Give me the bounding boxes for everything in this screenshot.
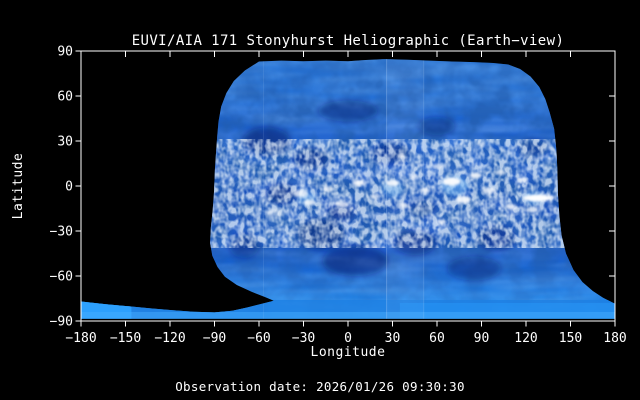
y-tick-label: 90 <box>57 45 73 60</box>
active-region-bright-spot <box>456 195 472 204</box>
active-region-bright-spot <box>469 172 482 179</box>
instrument-seams <box>263 59 425 319</box>
observation-date-caption: Observation date: 2026/01/26 09:30:30 <box>175 379 465 394</box>
active-region-bright-spot <box>303 199 316 206</box>
active-region-bright-spot <box>442 177 461 186</box>
y-tick-label: −90 <box>50 315 73 330</box>
x-tick-label: −180 <box>65 331 96 346</box>
x-tick-label: 0 <box>344 331 352 346</box>
x-tick-label: 180 <box>603 331 626 346</box>
active-region-bright-spot <box>517 177 529 183</box>
plot-axes: −180 −150 −120 −90 −60 −30 0 30 60 90 120 150 180 90 6… <box>50 45 627 347</box>
y-tick-label: 60 <box>57 90 73 105</box>
active-region-bright-spot <box>352 180 365 186</box>
y-tick-label: −30 <box>50 225 73 240</box>
active-region-bright-spots <box>266 141 553 234</box>
active-region-bright-spot <box>505 204 518 210</box>
x-axis-label: Longitude <box>311 345 386 360</box>
x-tick-label: 60 <box>429 331 445 346</box>
x-tick-label: 30 <box>385 331 401 346</box>
active-region-bright-spot <box>482 187 496 194</box>
active-region-bright-spot <box>392 228 402 234</box>
active-region-bright-spot <box>419 187 431 194</box>
seam-line <box>263 59 264 319</box>
y-tick-label: −60 <box>50 270 73 285</box>
south-band-bottom-row <box>81 312 615 319</box>
active-region-bright-spot <box>431 163 443 170</box>
active-region-bright-spot <box>396 153 406 159</box>
dark-region-blob <box>419 117 455 135</box>
active-region-bright-spot <box>477 141 486 147</box>
x-tick-label: −90 <box>203 331 226 346</box>
x-tick-label: −120 <box>154 331 185 346</box>
y-tick-label: 30 <box>57 135 73 150</box>
active-region-bright-spot <box>266 209 282 217</box>
active-region-bright-spot <box>335 201 349 207</box>
active-region-bright-spot <box>284 141 294 147</box>
x-tick-label: 90 <box>474 331 490 346</box>
active-region-bright-spot <box>495 169 506 176</box>
active-region-bright-spot <box>323 186 334 192</box>
x-tick-label: −30 <box>292 331 315 346</box>
x-tick-label: −60 <box>247 331 270 346</box>
y-axis-label: Latitude <box>11 153 26 220</box>
active-region-bright-spot <box>523 194 553 202</box>
seam-line <box>386 59 388 319</box>
active-region-bright-spot <box>385 179 400 187</box>
active-region-bright-spot <box>369 193 380 200</box>
active-region-bright-spot <box>293 189 308 198</box>
y-tick-label: 0 <box>65 180 73 195</box>
south-band-left-bright-patch <box>81 301 132 319</box>
dark-region-blob <box>318 100 378 122</box>
figure-title: EUVI/AIA 171 Stonyhurst Heliographic (Ea… <box>132 33 565 49</box>
active-region-bright-spot <box>436 219 447 225</box>
active-region-bright-spot <box>526 207 538 213</box>
seam-line <box>423 59 425 319</box>
dark-region-blob <box>447 256 501 281</box>
x-tick-label: −150 <box>110 331 141 346</box>
seam-strip <box>386 59 424 319</box>
active-region-bright-spot <box>397 202 409 209</box>
x-tick-label: 150 <box>559 331 582 346</box>
dark-region-blob <box>322 246 388 276</box>
south-band-right-bright <box>399 303 615 319</box>
axis-tick-labels: −180 −150 −120 −90 −60 −30 0 30 60 90 120 150 180 90 6… <box>50 45 627 347</box>
x-tick-label: 120 <box>514 331 537 346</box>
active-region-bright-spot <box>408 174 418 180</box>
axis-ticks <box>75 50 616 327</box>
